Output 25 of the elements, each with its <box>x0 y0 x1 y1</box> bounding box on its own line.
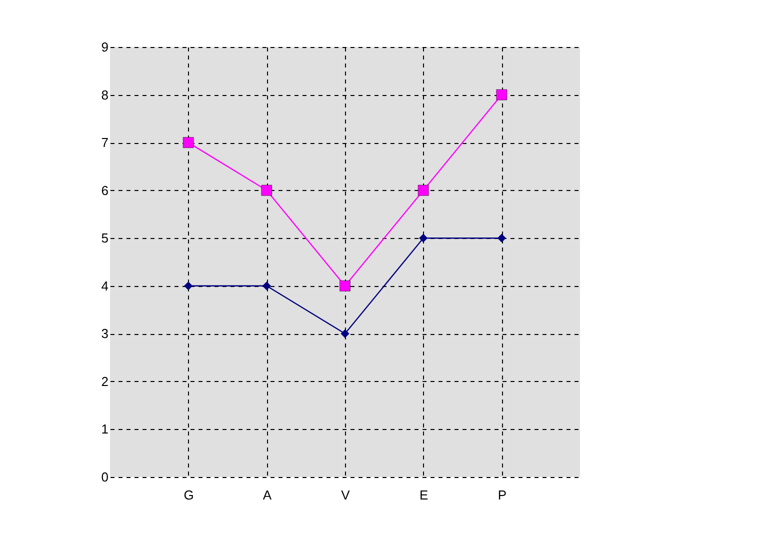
point <box>262 282 271 290</box>
x-tick-label: G <box>184 488 194 502</box>
point <box>418 184 429 196</box>
point <box>184 282 193 290</box>
y-tick-label: 9 <box>101 40 108 54</box>
x-tick-label: V <box>341 488 350 502</box>
y-tick-label: 7 <box>101 135 108 150</box>
point <box>261 184 272 196</box>
x-tick-label: A <box>262 488 272 502</box>
x-tick-label: E <box>419 488 428 502</box>
point <box>496 89 508 100</box>
point <box>340 280 350 292</box>
x-tick-label: P <box>498 488 507 502</box>
y-tick-label: 1 <box>101 422 108 437</box>
y-tick-label: 4 <box>101 278 108 294</box>
point <box>419 234 428 242</box>
point <box>182 137 194 148</box>
point <box>340 329 350 338</box>
y-tick-label: 2 <box>101 374 108 389</box>
y-tick-label: 5 <box>101 230 108 246</box>
y-tick-label: 6 <box>101 182 108 198</box>
y-tick-label: 0 <box>101 470 108 484</box>
y-tick-label: 3 <box>101 326 108 342</box>
y-tick-label: 8 <box>101 87 108 102</box>
point <box>497 234 506 242</box>
